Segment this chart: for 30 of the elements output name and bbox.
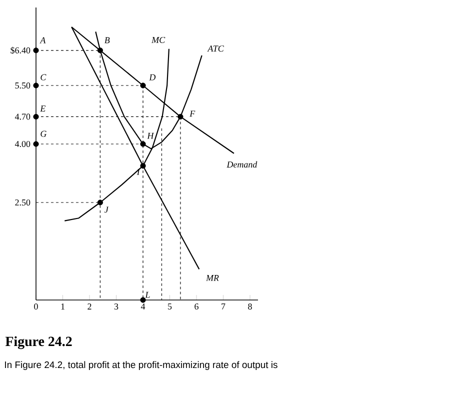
series-label: MC bbox=[152, 36, 166, 43]
y-tick-label: 4.00 bbox=[14, 140, 30, 148]
x-tick-label: 4 bbox=[140, 304, 146, 310]
annotation: F bbox=[190, 110, 196, 117]
annotation: A bbox=[40, 37, 46, 44]
annotation: H bbox=[147, 132, 154, 139]
x-tick-label: 1 bbox=[61, 304, 64, 310]
text: Figure 24.2 bbox=[5, 336, 72, 350]
x-tick-label: 5 bbox=[168, 304, 172, 310]
annotation: J bbox=[104, 206, 109, 213]
annotation: C bbox=[40, 74, 46, 80]
y-tick-label: 2.50 bbox=[15, 199, 30, 206]
series-label: ATC bbox=[207, 46, 224, 52]
annotation: G bbox=[40, 130, 46, 137]
x-tick-label: 6 bbox=[194, 304, 198, 310]
annotation: E bbox=[40, 106, 46, 112]
text: In Figure 24.2, total profit at the profit-maximizing rate of output is bbox=[5, 361, 278, 370]
annotation: D bbox=[149, 74, 156, 80]
annotation: L bbox=[145, 292, 150, 298]
x-tick-label: 3 bbox=[114, 304, 118, 310]
x-tick-label: 8 bbox=[248, 304, 252, 310]
series-label: MR bbox=[206, 275, 219, 281]
y-tick-label: 5.50 bbox=[15, 82, 30, 89]
series-label: Demand bbox=[226, 161, 258, 168]
annotation: B bbox=[104, 37, 110, 44]
x-tick-label: 0 bbox=[34, 304, 38, 310]
y-tick-label: $6.40 bbox=[10, 46, 30, 54]
y-tick-label: 4.70 bbox=[14, 114, 30, 120]
x-tick-label: 2 bbox=[88, 304, 92, 310]
x-tick-label: 7 bbox=[222, 304, 226, 310]
